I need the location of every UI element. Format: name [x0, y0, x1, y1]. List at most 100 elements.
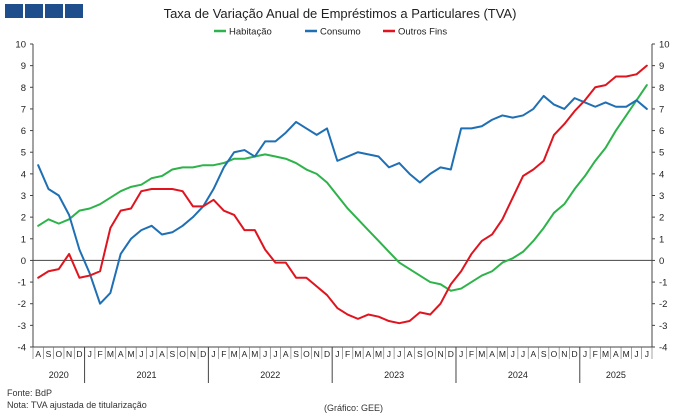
x-tick-label: J: [211, 349, 215, 359]
y-tick-label-right: 2: [659, 213, 664, 224]
y-tick-label-left: 3: [21, 191, 26, 202]
y-tick-label-right: -1: [659, 278, 667, 289]
x-tick-label: A: [283, 349, 289, 359]
x-tick-label: D: [324, 349, 330, 359]
x-tick-label: M: [127, 349, 134, 359]
footnote: Nota: TVA ajustada de titularização: [7, 400, 147, 410]
x-tick-label: N: [190, 349, 196, 359]
x-tick-label: D: [572, 349, 578, 359]
y-tick-label-left: 8: [21, 83, 26, 94]
y-tick-label-right: 5: [659, 148, 664, 159]
chart-credit: (Gráfico: GEE): [324, 403, 384, 413]
year-label: 2020: [49, 370, 69, 380]
y-tick-label-left: 1: [21, 234, 26, 245]
x-tick-label: S: [293, 349, 299, 359]
x-tick-label: O: [55, 349, 62, 359]
year-label: 2024: [508, 370, 528, 380]
x-tick-label: F: [97, 349, 102, 359]
x-tick-label: J: [521, 349, 525, 359]
x-tick-label: F: [469, 349, 474, 359]
x-tick-label: F: [593, 349, 598, 359]
y-tick-label-right: 1: [659, 234, 664, 245]
y-tick-label-right: 0: [659, 256, 664, 267]
x-tick-label: N: [66, 349, 72, 359]
y-tick-label-left: 6: [21, 126, 26, 137]
legend-label: Outros Fins: [398, 27, 447, 38]
x-tick-label: S: [169, 349, 175, 359]
x-tick-label: M: [251, 349, 258, 359]
x-tick-label: J: [139, 349, 143, 359]
x-tick-label: J: [88, 349, 92, 359]
x-tick-label: A: [613, 349, 619, 359]
x-tick-label: M: [623, 349, 630, 359]
year-label: 2023: [384, 370, 404, 380]
x-tick-label: A: [407, 349, 413, 359]
x-tick-label: A: [489, 349, 495, 359]
y-tick-label-left: 9: [21, 61, 26, 72]
x-tick-label: M: [375, 349, 382, 359]
y-tick-label-left: -4: [18, 343, 26, 354]
chart-lines: [37, 64, 648, 325]
x-tick-label: M: [478, 349, 485, 359]
x-tick-label: M: [602, 349, 609, 359]
series-line-consumo: [37, 94, 648, 305]
y-tick-label-right: 8: [659, 83, 664, 94]
x-tick-label: J: [511, 349, 515, 359]
brand-logo: [5, 4, 85, 18]
y-tick-label-left: -2: [18, 299, 26, 310]
x-tick-label: D: [200, 349, 206, 359]
x-tick-label: J: [387, 349, 391, 359]
year-label: 2022: [260, 370, 280, 380]
y-tick-label-right: -2: [659, 299, 667, 310]
x-tick-label: A: [118, 349, 124, 359]
chart-title: Taxa de Variação Anual de Empréstimos a …: [163, 6, 517, 21]
x-tick-label: M: [107, 349, 114, 359]
y-tick-label-left: 2: [21, 213, 26, 224]
x-tick-label: J: [583, 349, 587, 359]
x-tick-label: N: [437, 349, 443, 359]
y-tick-label-right: 7: [659, 104, 664, 115]
x-tick-label: M: [499, 349, 506, 359]
x-tick-label: D: [448, 349, 454, 359]
x-tick-label: F: [345, 349, 350, 359]
x-tick-label: O: [179, 349, 186, 359]
y-tick-label-left: 7: [21, 104, 26, 115]
year-label: 2025: [606, 370, 626, 380]
x-tick-label: S: [417, 349, 423, 359]
x-tick-label: J: [335, 349, 339, 359]
y-tick-label-right: 10: [659, 40, 670, 51]
series-line-habita-o: [37, 84, 648, 292]
series-line-outros-fins: [37, 64, 648, 325]
x-tick-label: A: [242, 349, 248, 359]
y-tick-label-left: -1: [18, 278, 26, 289]
y-tick-label-left: 0: [21, 256, 26, 267]
x-tick-label: O: [551, 349, 558, 359]
legend-label: Consumo: [320, 27, 361, 38]
x-tick-label: O: [303, 349, 310, 359]
x-tick-label: J: [459, 349, 463, 359]
y-tick-label-left: -3: [18, 321, 26, 332]
x-tick-label: J: [263, 349, 267, 359]
chart-legend: Habitação Consumo Outros Fins: [214, 27, 447, 38]
x-tick-label: J: [645, 349, 649, 359]
y-tick-label-left: 10: [15, 40, 26, 51]
x-tick-label: J: [150, 349, 154, 359]
year-label: 2021: [136, 370, 156, 380]
x-tick-label: O: [427, 349, 434, 359]
y-tick-label-right: 3: [659, 191, 664, 202]
x-tick-label: M: [231, 349, 238, 359]
x-tick-label: M: [354, 349, 361, 359]
x-tick-label: A: [365, 349, 371, 359]
y-tick-label-right: -4: [659, 343, 667, 354]
x-tick-label: N: [314, 349, 320, 359]
x-tick-label: F: [221, 349, 226, 359]
y-tick-label-left: 5: [21, 148, 26, 159]
x-tick-label: D: [76, 349, 82, 359]
x-tick-label: N: [561, 349, 567, 359]
x-tick-label: A: [159, 349, 165, 359]
y-tick-label-right: -3: [659, 321, 667, 332]
x-tick-label: J: [634, 349, 638, 359]
chart-axes: -4 -4 -3 -3 -2 -2 -1 -1 0 0 1 1 2 2 3 3 4 4 5 5 6 6 7 7 8 8 9 9 10 10…: [15, 40, 670, 383]
x-tick-label: J: [273, 349, 277, 359]
